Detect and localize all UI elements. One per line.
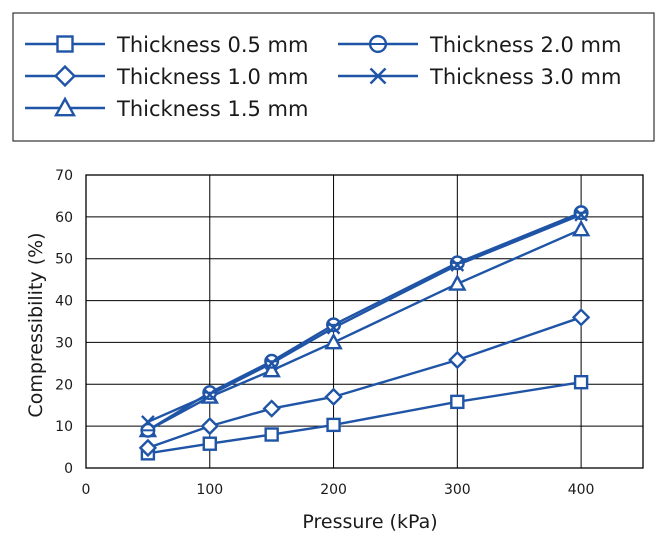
y-axis-label: Compressibility (%) [25,232,47,417]
data-point [324,332,343,350]
legend-marker [368,34,388,54]
x-tick-label: 0 [82,482,91,498]
data-point [571,219,591,237]
x-tick-label: 300 [444,482,471,498]
series [147,316,582,450]
data-point [450,258,465,272]
legend-label: Thickness 0.5 mm [116,33,308,57]
data-point [573,374,589,390]
series-line [147,381,582,455]
y-tick-label: 70 [55,168,73,184]
gridlines [86,175,643,468]
data-point [141,415,155,429]
legend-box [12,12,655,142]
legend-item: Thickness 3.0 mm [338,65,621,89]
data-point [262,360,281,378]
series-markers [141,207,588,429]
legend-marker [369,67,387,85]
plot-area: 0 100 200 300 400 0 10 20 30 40 50 60 70 [55,168,644,498]
data-point [202,436,217,451]
series [147,228,582,432]
x-tick-label: 100 [196,482,223,498]
y-tick-label: 30 [55,335,73,351]
legend-label: Thickness 1.5 mm [116,97,308,121]
legend-item: Thickness 2.0 mm [338,33,621,57]
legend-marker [56,35,74,53]
data-point [264,356,279,371]
y-tick-label: 40 [55,294,73,310]
legend-label: Thickness 3.0 mm [429,65,621,89]
data-point [264,353,280,369]
series [147,213,582,424]
series-markers [140,374,589,461]
data-point [202,387,217,402]
y-tick-label: 60 [55,210,73,226]
series-line [147,228,582,432]
data-point [202,385,218,401]
legend-label: Thickness 1.0 mm [116,65,308,89]
legend: Thickness 0.5 mm Thickness 1.0 mm Thicknes… [12,12,655,142]
y-tick-label: 0 [64,461,73,477]
data-point [326,417,341,433]
data-point [324,387,343,407]
legend-label: Thickness 2.0 mm [429,33,621,57]
x-axis-label: Pressure (kPa) [302,511,437,533]
data-point [200,416,219,436]
data-point [574,207,588,222]
legend-item: Thickness 1.5 mm [25,96,308,121]
data-point [140,422,156,438]
series [147,381,582,455]
data-point [262,399,281,418]
legend-marker [53,64,77,88]
data-point [448,350,467,370]
data-point [264,427,279,442]
legend-item: Thickness 0.5 mm [25,33,308,57]
plot-frame [85,174,644,469]
data-point [138,438,158,458]
data-point [450,394,465,410]
series-markers [138,308,591,458]
legend-item: Thickness 1.0 mm [25,64,308,89]
x-tick-label: 400 [568,482,595,498]
series-markers [138,219,591,438]
y-tick-label: 10 [55,419,73,435]
series-line [147,213,582,424]
data-point [573,205,589,221]
data-point [571,308,591,327]
legend-marker [53,96,77,117]
y-tick-label: 20 [55,377,73,393]
x-tick-label: 200 [320,482,347,498]
series-line [147,316,582,450]
data-point [326,320,341,335]
data-point [448,274,467,291]
data-point [449,255,465,271]
y-tick-label: 50 [55,252,73,268]
